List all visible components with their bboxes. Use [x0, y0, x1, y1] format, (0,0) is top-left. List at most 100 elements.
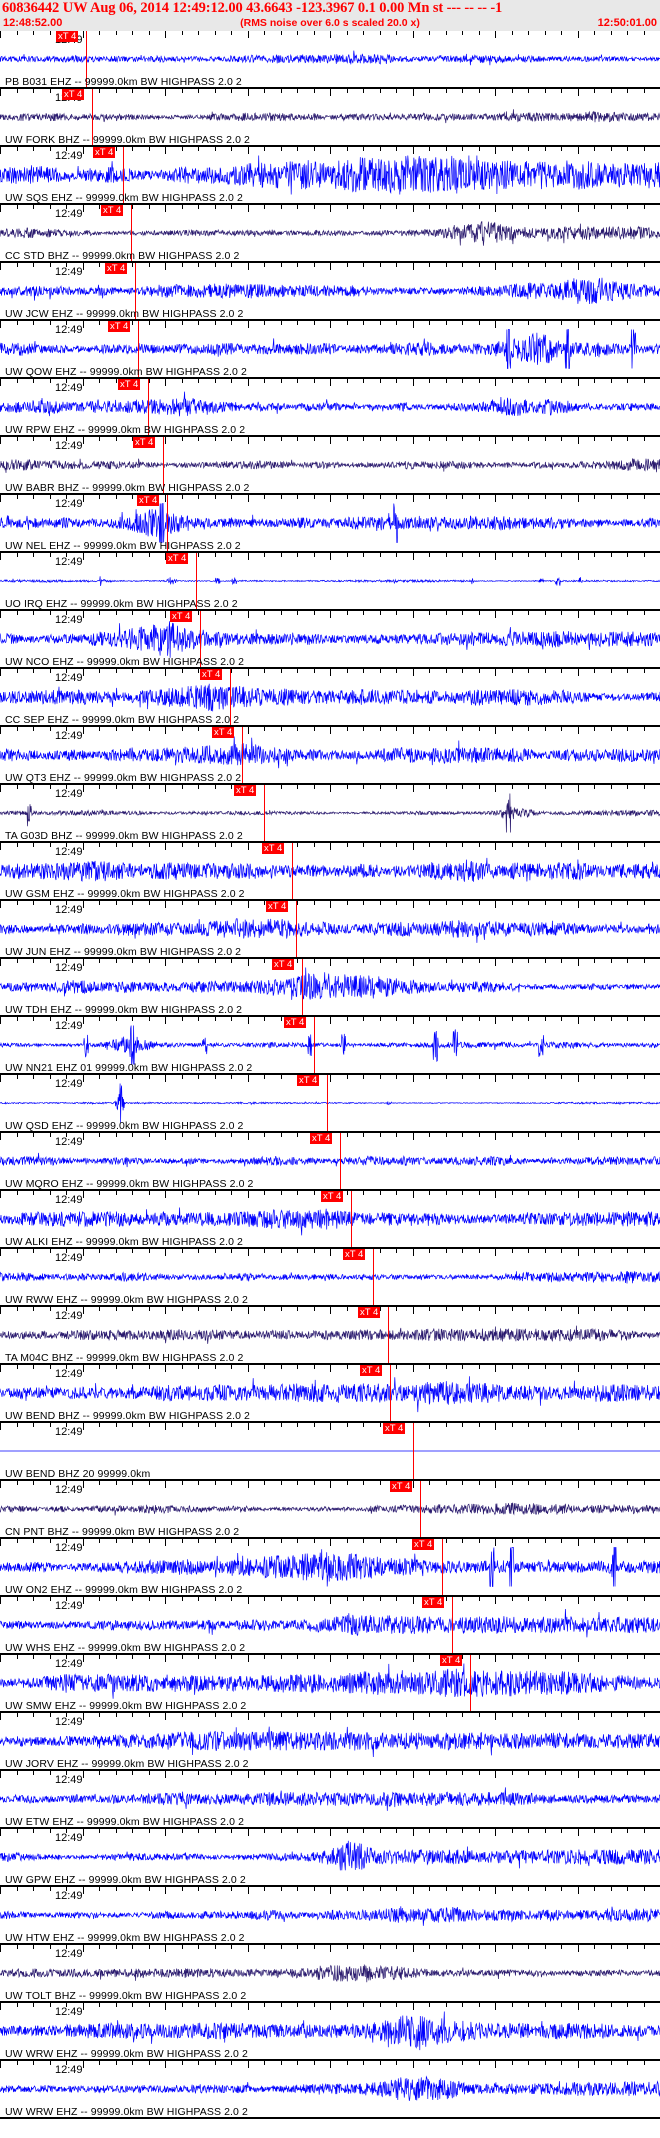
trace-row[interactable]: 12:49 xT 4 UW NCO EHZ -- 99999.0km BW HIGH…: [0, 611, 660, 669]
amplitude-scale-marker[interactable]: xT 4: [137, 495, 160, 506]
trace-row[interactable]: 12:49 UW ETW EHZ -- 99999.0km BW HIGHPASS…: [0, 1771, 660, 1829]
trace-row[interactable]: 12:49 xT 4 UO IRQ EHZ -- 99999.0km BW HIGH…: [0, 553, 660, 611]
trace-row[interactable]: 12:49 UW HTW EHZ -- 99999.0km BW HIGHPASS…: [0, 1887, 660, 1945]
trace-row[interactable]: 12:49 xT 4 UW RPW EHZ -- 99999.0km BW HIGH…: [0, 379, 660, 437]
phase-pick-line[interactable]: [230, 669, 231, 725]
amplitude-scale-marker[interactable]: xT 4: [62, 89, 85, 100]
trace-row[interactable]: 12:49 xT 4 UW QT3 EHZ -- 99999.0km BW HIGH…: [0, 727, 660, 785]
phase-pick-line[interactable]: [442, 1539, 443, 1595]
phase-pick-line[interactable]: [123, 147, 124, 203]
trace-row[interactable]: 12:49 xT 4 TA G03D BHZ -- 99999.0km BW HIG…: [0, 785, 660, 843]
phase-pick-line[interactable]: [420, 1481, 421, 1537]
trace-row[interactable]: 12:49 xT 4 CC SEP EHZ -- 99999.0km BW HIGH…: [0, 669, 660, 727]
phase-pick-line[interactable]: [413, 1423, 414, 1479]
phase-pick-line[interactable]: [200, 611, 201, 667]
phase-pick-line[interactable]: [148, 379, 149, 435]
trace-row[interactable]: 12:49 xT 4 UW ALKI EHZ -- 99999.0km BW HIG…: [0, 1191, 660, 1249]
amplitude-scale-marker[interactable]: xT 4: [310, 1133, 333, 1144]
phase-pick-line[interactable]: [302, 959, 303, 1015]
trace-row[interactable]: 12:49 xT 4 UW SMW EHZ -- 99999.0km BW HIGH…: [0, 1655, 660, 1713]
phase-pick-line[interactable]: [292, 843, 293, 899]
amplitude-scale-marker[interactable]: xT 4: [272, 959, 295, 970]
phase-pick-line[interactable]: [242, 727, 243, 783]
trace-row[interactable]: 12:49 xT 4 UW WHS EHZ -- 99999.0km BW HIGH…: [0, 1597, 660, 1655]
amplitude-scale-marker[interactable]: xT 4: [422, 1597, 445, 1608]
trace-row[interactable]: 12:49 xT 4 UW NEL EHZ -- 99999.0km BW HIGH…: [0, 495, 660, 553]
tick-minor: [561, 1365, 562, 1369]
phase-pick-line[interactable]: [131, 205, 132, 261]
amplitude-scale-marker[interactable]: xT 4: [101, 205, 124, 216]
trace-row[interactable]: 12:49 xT 4 UW ON2 EHZ -- 99999.0km BW HIGH…: [0, 1539, 660, 1597]
amplitude-scale-marker[interactable]: xT 4: [105, 263, 128, 274]
amplitude-scale-marker[interactable]: xT 4: [321, 1191, 344, 1202]
amplitude-scale-marker[interactable]: xT 4: [234, 785, 257, 796]
amplitude-scale-marker[interactable]: xT 4: [297, 1075, 320, 1086]
tick-minor: [231, 263, 232, 267]
amplitude-scale-marker[interactable]: xT 4: [360, 1365, 383, 1376]
trace-row[interactable]: 12:49 xT 4 UW SQS EHZ -- 99999.0km BW HIGH…: [0, 147, 660, 205]
phase-pick-line[interactable]: [167, 495, 168, 551]
trace-row[interactable]: 12:49 UW WRW EHZ -- 99999.0km BW HIGHPASS…: [0, 2003, 660, 2061]
amplitude-scale-marker[interactable]: xT 4: [170, 611, 193, 622]
tick-major: [330, 1365, 331, 1372]
trace-row[interactable]: 12:49 UW TOLT BHZ -- 99999.0km BW HIGHPAS…: [0, 1945, 660, 2003]
phase-pick-line[interactable]: [163, 437, 164, 493]
trace-row[interactable]: 12:49 UW JORV EHZ -- 99999.0km BW HIGHPAS…: [0, 1713, 660, 1771]
amplitude-scale-marker[interactable]: xT 4: [390, 1481, 413, 1492]
amplitude-scale-marker[interactable]: xT 4: [412, 1539, 435, 1550]
amplitude-scale-marker[interactable]: xT 4: [93, 147, 116, 158]
tick-minor: [610, 1249, 612, 1253]
phase-pick-line[interactable]: [135, 263, 136, 319]
amplitude-scale-marker[interactable]: xT 4: [108, 321, 131, 332]
phase-pick-line[interactable]: [470, 1655, 471, 1711]
amplitude-scale-marker[interactable]: xT 4: [358, 1307, 381, 1318]
trace-row[interactable]: 12:49 xT 4 UW MQRO EHZ -- 99999.0km BW HIG…: [0, 1133, 660, 1191]
phase-pick-line[interactable]: [138, 321, 139, 377]
trace-row[interactable]: 12:49 xT 4 CN PNT BHZ -- 99999.0km BW HIGH…: [0, 1481, 660, 1539]
phase-pick-line[interactable]: [388, 1307, 389, 1363]
phase-pick-line[interactable]: [196, 553, 197, 609]
trace-row[interactable]: 12:49 xT 4 UW BEND BHZ 20 99999.0km: [0, 1423, 660, 1481]
phase-pick-line[interactable]: [296, 901, 297, 957]
phase-pick-line[interactable]: [314, 1017, 315, 1073]
trace-row[interactable]: 12:49 xT 4 UW QOW EHZ -- 99999.0km BW HIGH…: [0, 321, 660, 379]
trace-row[interactable]: 12:49 xT 4 UW JCW EHZ -- 99999.0km BW HIGH…: [0, 263, 660, 321]
amplitude-scale-marker[interactable]: xT 4: [383, 1423, 406, 1434]
trace-row[interactable]: 12:49 UW WRW EHZ -- 99999.0km BW HIGHPASS…: [0, 2061, 660, 2119]
amplitude-scale-marker[interactable]: xT 4: [133, 437, 156, 448]
trace-row[interactable]: 12:49 xT 4 UW BABR BHZ -- 99999.0km BW HIG…: [0, 437, 660, 495]
trace-row[interactable]: 12:49 xT 4 UW QSD EHZ -- 99999.0km BW HIGH…: [0, 1075, 660, 1133]
amplitude-scale-marker[interactable]: xT 4: [200, 669, 223, 680]
trace-row[interactable]: 12:49 xT 4 UW GSM EHZ -- 99999.0km BW HIGH…: [0, 843, 660, 901]
phase-pick-line[interactable]: [264, 785, 265, 841]
amplitude-scale-marker[interactable]: xT 4: [56, 31, 79, 42]
trace-row[interactable]: 12:49 xT 4 UW TDH EHZ -- 99999.0km BW HIGH…: [0, 959, 660, 1017]
amplitude-scale-marker[interactable]: xT 4: [284, 1017, 307, 1028]
amplitude-scale-marker[interactable]: xT 4: [440, 1655, 463, 1666]
phase-pick-line[interactable]: [86, 31, 87, 87]
trace-row[interactable]: 12:49 xT 4 CC STD BHZ -- 99999.0km BW HIGH…: [0, 205, 660, 263]
phase-pick-line[interactable]: [373, 1249, 374, 1305]
amplitude-scale-marker[interactable]: xT 4: [118, 379, 141, 390]
trace-row[interactable]: 12:49 xT 4 UW BEND BHZ -- 99999.0km BW HIG…: [0, 1365, 660, 1423]
phase-pick-line[interactable]: [452, 1597, 453, 1653]
tick-minor: [148, 1713, 150, 1717]
amplitude-scale-marker[interactable]: xT 4: [166, 553, 189, 564]
amplitude-scale-marker[interactable]: xT 4: [266, 901, 289, 912]
amplitude-scale-marker[interactable]: xT 4: [343, 1249, 366, 1260]
trace-row[interactable]: 12:49 xT 4 UW RWW EHZ -- 99999.0km BW HIGH…: [0, 1249, 660, 1307]
trace-row[interactable]: 12:49 xT 4 UW NN21 EHZ 01 99999.0km BW HIG…: [0, 1017, 660, 1075]
phase-pick-line[interactable]: [351, 1191, 352, 1247]
trace-row[interactable]: 12:49 xT 4 TA M04C BHZ -- 99999.0km BW HIG…: [0, 1307, 660, 1365]
phase-pick-line[interactable]: [340, 1133, 341, 1189]
amplitude-scale-marker[interactable]: xT 4: [212, 727, 235, 738]
phase-pick-line[interactable]: [92, 89, 93, 145]
amplitude-scale-marker[interactable]: xT 4: [262, 843, 285, 854]
trace-row[interactable]: 12:49 UW GPW EHZ -- 99999.0km BW HIGHPASS…: [0, 1829, 660, 1887]
trace-row[interactable]: 12:49 xT 4 UW JUN EHZ -- 99999.0km BW HIGH…: [0, 901, 660, 959]
tick-minor: [115, 1655, 117, 1659]
phase-pick-line[interactable]: [327, 1075, 328, 1131]
phase-pick-line[interactable]: [390, 1365, 391, 1421]
